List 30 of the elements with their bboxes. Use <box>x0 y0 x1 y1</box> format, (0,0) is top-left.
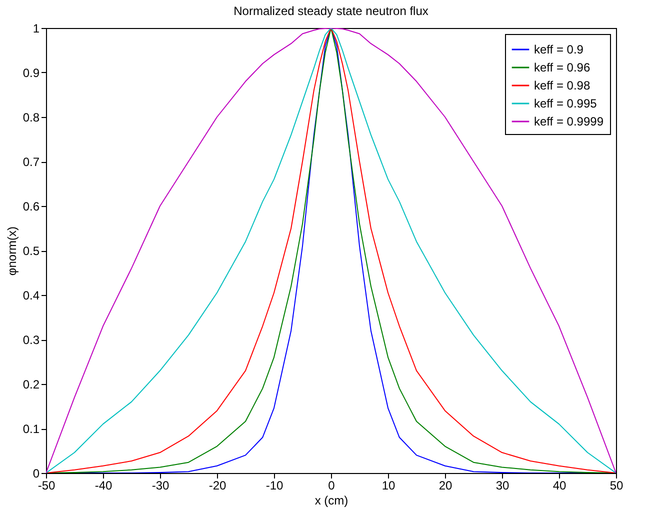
x-tick-label: -40 <box>94 478 112 492</box>
y-axis-title: φnorm(x) <box>4 226 19 276</box>
x-tick-label: -20 <box>208 478 226 492</box>
x-tick-label: 0 <box>328 478 336 492</box>
y-tick-label: 0.7 <box>22 155 40 169</box>
x-tick-label: 20 <box>438 478 452 492</box>
legend-label: keff = 0.96 <box>534 60 590 74</box>
y-tick-label: 0.5 <box>22 244 40 258</box>
y-tick-label: 0.6 <box>22 200 40 214</box>
y-tick-label: 0.2 <box>22 378 40 392</box>
x-tick-label: -30 <box>152 478 170 492</box>
chart-title: Normalized steady state neutron flux <box>234 4 428 18</box>
x-tick-label: -10 <box>266 478 284 492</box>
y-tick-label: 0.4 <box>22 288 40 302</box>
legend-label: keff = 0.9 <box>534 42 584 56</box>
y-tick-label: 1 <box>32 22 40 36</box>
x-tick-label: 10 <box>382 478 396 492</box>
y-tick-label: 0 <box>32 466 40 480</box>
y-tick-label: 0.3 <box>22 333 40 347</box>
x-tick-label: 40 <box>552 478 566 492</box>
legend-label: keff = 0.98 <box>534 78 590 92</box>
y-tick-label: 0.8 <box>22 110 40 124</box>
x-tick-label: 50 <box>610 478 624 492</box>
legend-label: keff = 0.995 <box>534 96 598 110</box>
x-tick-label: 30 <box>496 478 510 492</box>
y-tick-label: 0.1 <box>22 422 40 436</box>
x-axis-title: x (cm) <box>314 494 348 508</box>
y-tick-label: 0.9 <box>22 66 40 80</box>
x-tick-label: -50 <box>38 478 56 492</box>
legend-label: keff = 0.9999 <box>534 114 604 128</box>
